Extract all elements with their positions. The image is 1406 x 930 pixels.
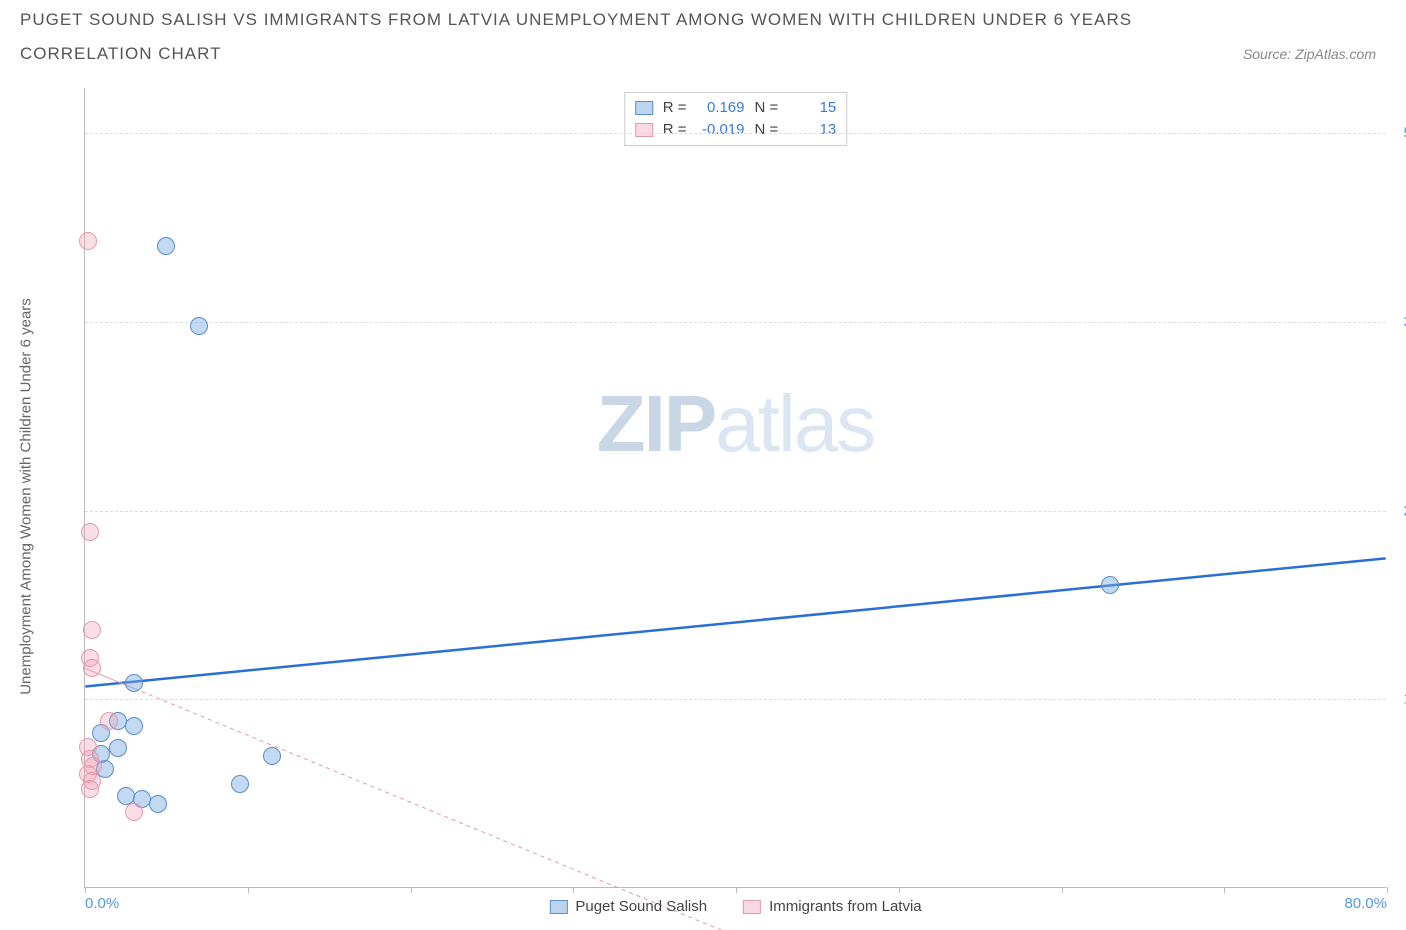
x-tick <box>1387 887 1388 893</box>
data-point <box>231 775 249 793</box>
y-tick-label: 25.0% <box>1391 502 1406 519</box>
y-tick-label: 50.0% <box>1391 125 1406 142</box>
data-point <box>190 317 208 335</box>
r-label: R = <box>663 97 687 119</box>
chart-area: Unemployment Among Women with Children U… <box>56 88 1386 888</box>
scatter-plot: ZIPatlas R = 0.169 N = 15 R = -0.019 N =… <box>84 88 1386 888</box>
n-label: N = <box>755 119 779 141</box>
data-point <box>125 803 143 821</box>
data-point <box>149 795 167 813</box>
legend-swatch <box>635 101 653 115</box>
data-point <box>81 523 99 541</box>
gridline <box>85 511 1386 512</box>
watermark: ZIPatlas <box>597 378 874 470</box>
x-tick <box>85 887 86 893</box>
x-tick <box>573 887 574 893</box>
stats-legend-box: R = 0.169 N = 15 R = -0.019 N = 13 <box>624 92 848 146</box>
x-tick-label: 80.0% <box>1344 895 1387 912</box>
y-axis-label: Unemployment Among Women with Children U… <box>18 298 35 695</box>
legend-swatch <box>549 900 567 914</box>
data-point <box>79 232 97 250</box>
x-tick <box>411 887 412 893</box>
data-point <box>125 717 143 735</box>
data-point <box>100 712 118 730</box>
legend-swatch <box>743 900 761 914</box>
data-point <box>83 659 101 677</box>
gridline <box>85 133 1386 134</box>
gridline <box>85 322 1386 323</box>
stats-row: R = 0.169 N = 15 <box>635 97 837 119</box>
x-tick-label: 0.0% <box>85 895 119 912</box>
legend-swatch <box>635 123 653 137</box>
r-value: -0.019 <box>697 119 745 141</box>
data-point <box>109 739 127 757</box>
r-label: R = <box>663 119 687 141</box>
gridline <box>85 699 1386 700</box>
source-attribution: Source: ZipAtlas.com <box>1243 46 1386 62</box>
trend-lines <box>85 88 1386 887</box>
x-tick <box>899 887 900 893</box>
data-point <box>157 237 175 255</box>
y-tick-label: 12.5% <box>1391 691 1406 708</box>
series-legend: Puget Sound Salish Immigrants from Latvia <box>549 898 921 915</box>
x-tick <box>1062 887 1063 893</box>
data-point <box>1101 576 1119 594</box>
x-tick <box>1224 887 1225 893</box>
chart-title-line2: CORRELATION CHART <box>20 44 222 64</box>
legend-label: Puget Sound Salish <box>575 898 707 915</box>
y-tick-label: 37.5% <box>1391 313 1406 330</box>
x-tick <box>736 887 737 893</box>
legend-item: Puget Sound Salish <box>549 898 707 915</box>
n-label: N = <box>755 97 779 119</box>
legend-label: Immigrants from Latvia <box>769 898 922 915</box>
chart-header: PUGET SOUND SALISH VS IMMIGRANTS FROM LA… <box>0 0 1406 64</box>
data-point <box>263 747 281 765</box>
data-point <box>125 674 143 692</box>
chart-title-line1: PUGET SOUND SALISH VS IMMIGRANTS FROM LA… <box>20 10 1386 30</box>
n-value: 13 <box>788 119 836 141</box>
stats-row: R = -0.019 N = 13 <box>635 119 837 141</box>
data-point <box>81 780 99 798</box>
n-value: 15 <box>788 97 836 119</box>
data-point <box>83 621 101 639</box>
legend-item: Immigrants from Latvia <box>743 898 922 915</box>
r-value: 0.169 <box>697 97 745 119</box>
x-tick <box>248 887 249 893</box>
